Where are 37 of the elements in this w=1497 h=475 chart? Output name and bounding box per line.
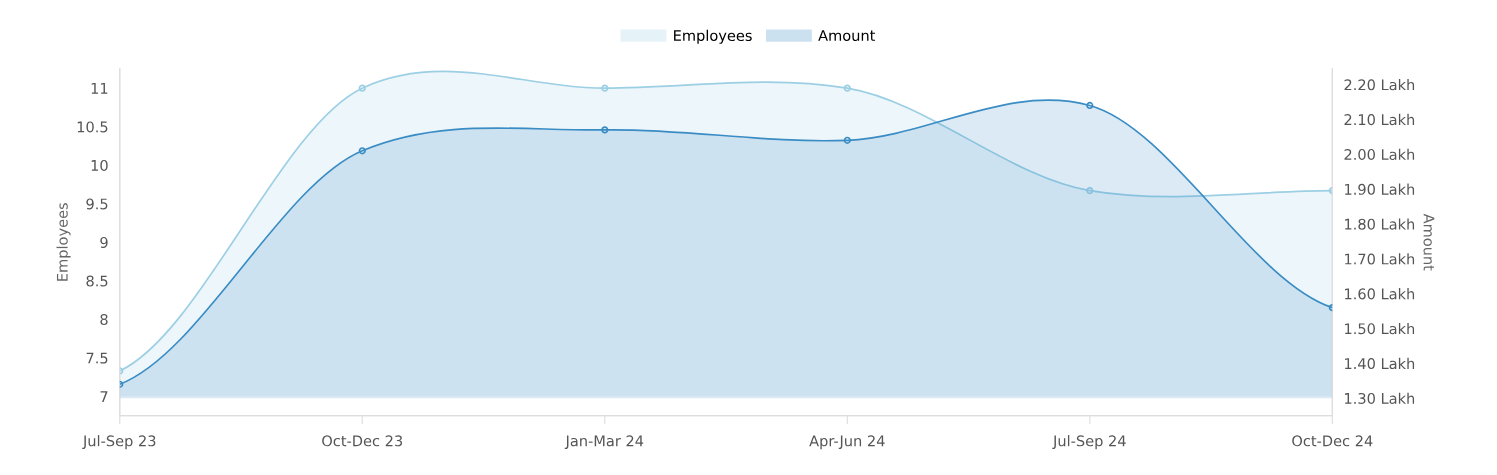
legend-label: Amount (818, 30, 876, 42)
y-tick-label: 8 (100, 314, 108, 326)
y-axis-title: Employees (56, 203, 71, 281)
x-tick-label: Jan-Mar 24 (564, 435, 644, 450)
point (1086, 101, 1094, 110)
y2-axis-title: Amount (1423, 213, 1435, 271)
point (358, 147, 366, 155)
y2-tick-label: 1.30 Lakh (1345, 392, 1415, 404)
y-tick-label: 8.5 (86, 275, 108, 287)
y2-tick-label: 1.90 Lakh (1345, 183, 1415, 195)
y2-tick-label: 1.60 Lakh (1345, 288, 1415, 300)
x-tick-label: Oct-Dec 24 (1292, 435, 1373, 447)
point (843, 84, 851, 92)
y-tick-label: 9.5 (86, 198, 108, 210)
x-tick-label: Jul-Sep 24 (1052, 435, 1126, 450)
point (1086, 187, 1094, 195)
y-tick-label: 10 (91, 159, 108, 171)
y2-tick-label: 1.40 Lakh (1345, 357, 1415, 370)
legend-label: Employees (674, 29, 752, 44)
point (601, 126, 609, 134)
x-tick-label: Apr-Jun 24 (809, 435, 885, 450)
x-tick-label: Jul-Sep 23 (82, 435, 156, 450)
point (358, 84, 366, 92)
y-tick-label: 7.5 (86, 352, 108, 364)
y-tick-label: 9 (100, 236, 108, 248)
x-tick-label: Oct-Dec 23 (322, 435, 403, 447)
y-tick-label: 10.5 (77, 121, 108, 133)
y2-tick-label: 2.20 Lakh (1344, 79, 1415, 91)
point (843, 136, 851, 144)
y-tick-label: 7 (100, 391, 108, 402)
point (601, 84, 609, 92)
y-tick-label: 11 (91, 83, 108, 94)
y2-tick-label: 1.80 Lakh (1345, 218, 1415, 230)
y2-tick-label: 2.00 Lakh (1344, 148, 1415, 160)
y2-tick-label: 1.50 Lakh (1345, 322, 1415, 335)
y2-tick-label: 1.70 Lakh (1345, 253, 1415, 265)
y2-tick-label: 2.10 Lakh (1344, 113, 1415, 126)
